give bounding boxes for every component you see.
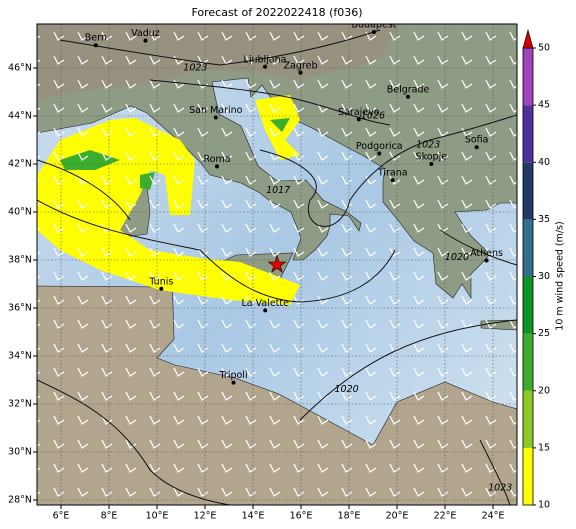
city-label: Athens [470,248,503,259]
x-tick-label: 10°E [146,511,169,522]
y-tick-label: 28°N [8,495,32,506]
isobar-label: 1023 [183,63,207,74]
city-dot [429,162,434,166]
y-tick-label: 46°N [8,63,32,74]
colorbar-tick-label: 15 [538,442,550,453]
x-tick-label: 18°E [338,511,361,522]
colorbar-segment [523,48,533,106]
colorbar-segment [523,276,533,334]
x-tick-label: 6°E [53,511,70,522]
city-label: Bern [85,33,107,44]
isobar-label: 1023 [488,483,512,494]
city-dot [298,70,303,75]
city-label: Tunis [148,276,173,287]
isobar-label: 1020 [445,252,469,263]
colorbar-label: 10 m wind speed (m/s) [555,221,566,330]
isobar-label: 1026 [361,111,385,122]
isobar-label: 1020 [335,384,359,395]
city-dot [215,164,219,169]
city-dot [377,151,382,156]
city-dot [159,286,164,291]
colorbar-extend [522,28,534,49]
colorbar: 10 15 20 25 30 35 40 45 50 [522,28,550,511]
y-tick-label: 30°N [8,447,32,458]
city-label: La Valette [241,298,289,309]
city-label: Roma [203,154,230,165]
city-label: Zagreb [284,60,318,71]
y-tick-label: 38°N [8,255,32,266]
x-tick-label: 8°E [101,511,118,522]
city-label: Sarajevo [338,107,380,118]
city-dot [390,178,395,183]
x-tick-label: 12°E [194,511,217,522]
colorbar-segment [523,447,533,505]
city-label: San Marino [189,105,242,116]
city-label: Ljubljana [244,54,287,65]
city-dot [263,64,267,69]
colorbar-tick-label: 50 [538,43,550,54]
x-tick-label: 16°E [290,511,313,522]
colorbar-segment [523,162,533,220]
colorbar-tick-label: 40 [538,157,550,168]
city-label: Podgorica [356,141,403,152]
city-label: Sofia [465,135,489,146]
isobar [59,29,391,126]
colorbar-tick-label: 20 [538,385,550,396]
city-label: Tirana [377,168,408,179]
map-area: 1020 1020 1023 1017 1023 1026 1023 Budapest Bern… [37,20,517,505]
overlay: 1020 1020 1023 1017 1023 1026 1023 Budapest Bern… [85,20,513,494]
map-frame [36,23,518,506]
colorbar-segment [523,333,533,391]
x-tick-label: 20°E [386,511,409,522]
city-dot [356,117,361,122]
isobar [37,379,231,505]
graticule [37,24,517,505]
city-dot [406,94,411,99]
x-tick-label: 14°E [242,511,265,522]
axes: 6°E 8°E 10°E 12°E 14°E 16°E 18°E 20°E 22°E 24°E 28… [8,63,504,522]
city-label: Vaduz [131,28,160,39]
city-dot [231,380,236,385]
y-tick-label: 32°N [8,399,32,410]
y-tick-label: 44°N [8,111,32,122]
event-marker [267,254,287,273]
city-label: Budapest [351,20,396,31]
x-tick-label: 22°E [434,511,457,522]
x-tick-label: 24°E [482,511,505,522]
y-tick-label: 36°N [8,303,32,314]
city-dot [93,43,98,48]
isobar [37,114,517,227]
colorbar-tick-label: 10 [538,500,550,511]
city-dot [474,145,479,150]
city-dot [371,30,376,34]
city-dot [143,38,148,43]
colorbar-segment [523,390,533,448]
colorbar-tick-label: 45 [538,100,550,111]
y-tick-label: 42°N [8,159,32,170]
y-tick-label: 34°N [8,351,32,362]
city-label: Tripoli [219,370,248,381]
colorbar-tick-label: 35 [538,214,550,225]
isobar-label: 1017 [266,185,290,196]
city-label: Skopje [416,152,448,163]
city-dot [263,308,268,313]
city-dot [484,258,489,263]
city-label: Belgrade [387,84,430,95]
isobar-label: 1023 [416,139,440,150]
colorbar-tick-label: 25 [538,328,550,339]
isobar [37,199,517,421]
y-tick-label: 40°N [8,207,32,218]
colorbar-segment [523,219,533,277]
isobar [439,229,517,505]
colorbar-tick-label: 30 [538,271,550,282]
colorbar-segment [523,105,533,163]
city-dot [213,115,218,120]
title: Forecast of 2022022418 (f036) [191,6,362,19]
